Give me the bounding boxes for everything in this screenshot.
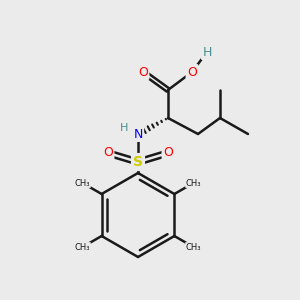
- Text: CH₃: CH₃: [75, 178, 90, 188]
- Text: CH₃: CH₃: [186, 178, 201, 188]
- Text: H: H: [120, 123, 128, 133]
- Text: CH₃: CH₃: [186, 242, 201, 251]
- Text: H: H: [202, 46, 212, 59]
- Text: O: O: [138, 65, 148, 79]
- Text: O: O: [103, 146, 113, 160]
- Text: S: S: [133, 155, 143, 169]
- Text: O: O: [163, 146, 173, 160]
- Text: N: N: [133, 128, 143, 140]
- Text: O: O: [187, 65, 197, 79]
- Text: CH₃: CH₃: [75, 242, 90, 251]
